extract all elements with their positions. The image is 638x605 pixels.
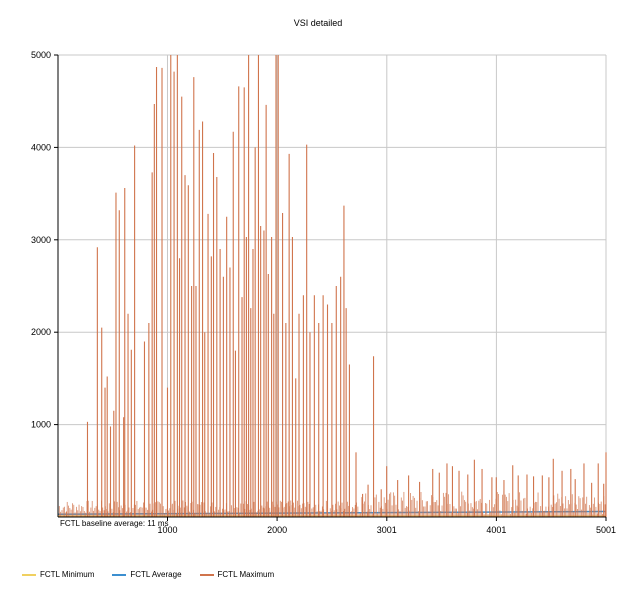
legend-label-maximum: FCTL Maximum [217,570,275,579]
legend-swatch-average [112,573,127,576]
legend-label-minimum: FCTL Minimum [40,570,95,579]
chart-title: VSI detailed [294,18,343,28]
legend-label-average: FCTL Average [130,570,182,579]
x-tick-label-5001: 5001 [596,525,616,535]
x-tick-label-4001: 4001 [486,525,506,535]
legend-item-maximum[interactable]: FCTL Maximum [199,570,275,579]
y-tick-label-4000: 4000 [31,142,51,152]
chart-legend: FCTL Minimum FCTL Average FCTL Maximum [22,570,274,579]
x-tick-label-3001: 3001 [377,525,397,535]
legend-item-average[interactable]: FCTL Average [112,570,182,579]
y-tick-label-5000: 5000 [31,50,51,60]
x-tick-label-2000: 2000 [267,525,287,535]
series-layer [57,55,607,517]
baseline-annotation: FCTL baseline average: 11 ms [60,519,169,528]
axis-layer: 1000 2000 3000 4000 5000 1000 2000 3001 4001 5001 [31,50,616,535]
y-tick-label-3000: 3000 [31,235,51,245]
legend-item-minimum[interactable]: FCTL Minimum [22,570,94,579]
y-tick-label-2000: 2000 [31,327,51,337]
legend-swatch-minimum [22,573,36,576]
x-tick-label-1000: 1000 [157,525,177,535]
y-tick-label-1000: 1000 [31,420,51,430]
legend-swatch-maximum [199,573,214,576]
